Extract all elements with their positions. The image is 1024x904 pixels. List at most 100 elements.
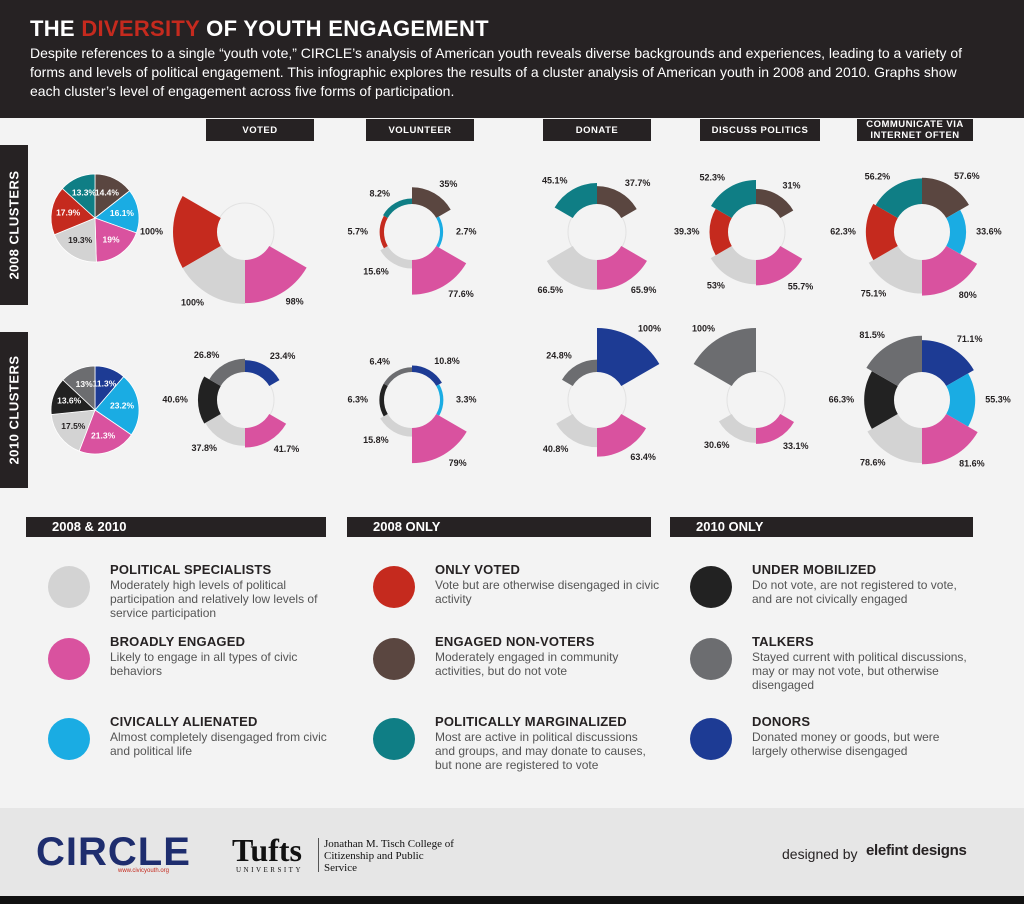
radial-chart-2008-volunteer	[379, 187, 467, 295]
legend-swatch-under-mobilized	[690, 566, 732, 608]
radial-label-civically_alienated: 33.6%	[976, 226, 1002, 236]
legend-name: DONORS	[752, 714, 811, 729]
pie-label-under_mobilized: 13.6%	[57, 396, 82, 406]
radial-bar-donors	[245, 360, 280, 386]
radial-bar-engaged_non_voters	[922, 177, 969, 218]
legend-desc: Moderately high levels of political part…	[110, 578, 318, 620]
pie-slice-talkers	[62, 365, 96, 411]
radial-label-broadly_engaged: 41.7%	[274, 444, 300, 454]
radial-label-political_specialists: 30.6%	[704, 440, 730, 450]
radial-label-political_specialists: 15.8%	[363, 435, 389, 445]
radial-label-political_specialists: 37.8%	[192, 443, 218, 453]
tufts-logo[interactable]: Tufts	[232, 832, 302, 868]
radial-chart-2008-voted	[173, 196, 307, 304]
radial-label-political_specialists: 15.6%	[363, 267, 389, 277]
radial-bar-political_specialists	[205, 414, 245, 446]
pie-label-engaged_non_voters: 14.4%	[95, 188, 120, 198]
radial-label-political_specialists: 100%	[181, 297, 204, 307]
pie-slice-political_specialists	[50, 409, 96, 452]
pie-label-talkers: 13%	[76, 379, 93, 389]
radial-bar-broadly_engaged	[412, 246, 467, 295]
radial-bar-political_specialists	[546, 246, 597, 290]
radial-label-under_mobilized: 66.3%	[829, 394, 855, 404]
legend-name: ONLY VOTED	[435, 562, 521, 577]
pie-label-political_specialists: 17.5%	[61, 421, 86, 431]
radial-label-broadly_engaged: 65.9%	[631, 285, 657, 295]
radial-label-political_specialists: 40.8%	[543, 444, 569, 454]
radial-label-only_voted: 39.3%	[674, 226, 700, 236]
radial-bar-civically_alienated	[946, 373, 976, 427]
pie-chart-2010	[50, 365, 140, 455]
elefint-logo[interactable]: elefint designs	[866, 842, 967, 859]
pie-label-politically_marginalized: 13.3%	[72, 187, 97, 197]
title-post: OF YOUTH ENGAGEMENT	[199, 16, 489, 41]
title-accent: DIVERSITY	[81, 16, 200, 41]
radial-label-only_voted: 100%	[140, 226, 163, 236]
legend-group-2008: 2008 ONLY	[347, 517, 651, 537]
pie-label-only_voted: 17.9%	[56, 208, 81, 218]
radial-bar-broadly_engaged	[756, 414, 795, 444]
radial-bar-broadly_engaged	[412, 414, 467, 464]
circle-logo[interactable]: CIRCLE	[36, 830, 191, 874]
tisch-college: Jonathan M. Tisch College of Citizenship…	[324, 838, 454, 874]
pie-label-civically_alienated: 23.2%	[110, 401, 135, 411]
radial-label-civically_alienated: 2.7%	[456, 226, 477, 236]
radial-bar-talkers	[562, 359, 597, 386]
radial-bar-under_mobilized	[197, 376, 221, 424]
radial-label-only_voted: 62.3%	[830, 226, 856, 236]
legend-name: ENGAGED NON-VOTERS	[435, 634, 595, 649]
pie-slice-politically_marginalized	[61, 173, 96, 219]
logo-divider	[318, 838, 319, 872]
legend-swatch-civically-alienated	[48, 718, 90, 760]
tufts-university: UNIVERSITY	[236, 866, 303, 874]
footer-bar	[0, 896, 1024, 904]
radial-label-donors: 71.1%	[957, 334, 983, 344]
radial-label-broadly_engaged: 79%	[449, 458, 467, 468]
column-header-internet: COMMUNICATE VIA INTERNET OFTEN	[857, 119, 973, 141]
radial-bar-politically_marginalized	[875, 178, 922, 218]
chart-area: 14.4% 16.1% 19% 19.3% 17.9% 13.3% 11.3% 23.2% 21…	[50, 171, 1011, 469]
radial-label-donors: 100%	[638, 323, 661, 333]
radial-bar-broadly_engaged	[597, 246, 647, 290]
radial-label-broadly_engaged: 63.4%	[630, 452, 656, 462]
radial-bar-civically_alienated	[436, 384, 444, 416]
legend-desc: Donated money or goods, but were largely…	[752, 730, 940, 758]
radial-bar-broadly_engaged	[922, 246, 978, 296]
pie-slice-civically_alienated	[94, 190, 140, 234]
pie-slice-only_voted	[50, 187, 96, 236]
radial-bar-broadly_engaged	[922, 414, 978, 465]
radial-label-broadly_engaged: 33.1%	[783, 441, 809, 451]
radial-chart-2010-voted	[197, 358, 287, 448]
radial-bar-talkers	[866, 335, 922, 386]
pie-label-broadly_engaged: 19%	[103, 234, 120, 244]
legend-desc: Vote but are otherwise disengaged in civ…	[435, 578, 660, 606]
legend-swatch-engaged-non-voters	[373, 638, 415, 680]
legend-group-both: 2008 & 2010	[26, 517, 326, 537]
radial-bar-only_voted	[865, 203, 898, 261]
radial-label-politically_marginalized: 8.2%	[369, 188, 390, 198]
radial-label-talkers: 24.8%	[546, 351, 572, 361]
column-header-donate: DONATE	[543, 119, 651, 141]
radial-chart-2010-discuss-politics	[693, 328, 795, 444]
radial-label-politically_marginalized: 45.1%	[542, 175, 568, 185]
legend-swatch-political-specialists	[48, 566, 90, 608]
radial-bar-political_specialists	[867, 414, 922, 464]
column-header-discuss: DISCUSS POLITICS	[700, 119, 820, 141]
radial-bar-talkers	[693, 328, 756, 386]
designed-by: designed by	[782, 846, 858, 862]
legend-desc: Likely to engage in all types of civic b…	[110, 650, 298, 678]
radial-label-talkers: 26.8%	[194, 350, 220, 360]
radial-bar-engaged_non_voters	[412, 187, 451, 218]
radial-bar-talkers	[383, 367, 412, 386]
radial-label-civically_alienated: 3.3%	[456, 394, 477, 404]
legend-desc: Moderately engaged in community activiti…	[435, 650, 619, 678]
radial-label-donors: 10.8%	[434, 356, 460, 366]
radial-label-under_mobilized: 6.3%	[347, 394, 368, 404]
radial-label-political_specialists: 53%	[707, 280, 725, 290]
radial-label-engaged_non_voters: 31%	[783, 180, 801, 190]
pie-label-political_specialists: 19.3%	[68, 235, 93, 245]
row-label-2008: 2008 CLUSTERS	[0, 145, 28, 305]
radial-chart-2010-communicate-via-internet-often	[864, 335, 978, 465]
radial-label-political_specialists: 75.1%	[861, 288, 887, 298]
radial-bar-broadly_engaged	[245, 414, 287, 448]
